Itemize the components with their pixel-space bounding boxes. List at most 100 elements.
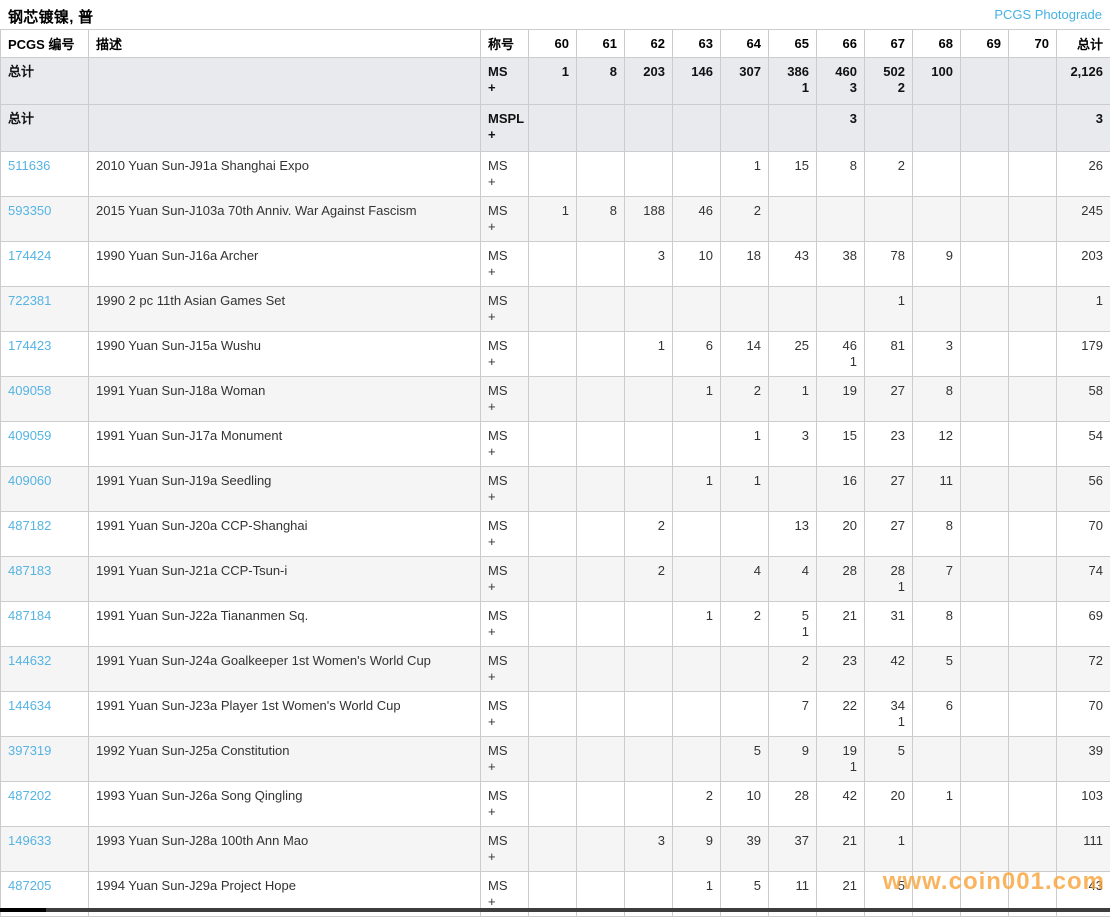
grade-count: 2 [680,788,713,804]
grade-count: 12 [920,428,953,444]
column-header-grade-60: 60 [529,30,577,58]
grade-count: 2 [632,518,665,534]
grade-67-cell: 27 [865,512,913,557]
description-cell: 1992 Yuan Sun-J25a Constitution [89,737,481,782]
grade-70-cell [1009,602,1057,647]
pcgs-id-link[interactable]: 409059 [8,428,51,443]
grade-count: 27 [872,518,905,534]
pcgs-id-link[interactable]: 174424 [8,248,51,263]
grade-count: 39 [728,833,761,849]
grade-count: 21 [824,878,857,894]
grade-count: 386 [776,64,809,80]
pcgs-id-cell: 487182 [1,512,89,557]
pcgs-id-link[interactable]: 487182 [8,518,51,533]
pcgs-id-link[interactable]: 487202 [8,788,51,803]
grade-count: 3 [824,80,857,96]
grade-65-cell: 7 [769,692,817,737]
grade-count: 203 [632,64,665,80]
grade-68-cell: 6 [913,692,961,737]
grade-count: 1 [824,354,857,370]
grade-61-cell [577,287,625,332]
grade-61-cell: 8 [577,58,625,105]
pcgs-id-link[interactable]: 409058 [8,383,51,398]
designation-line: MS [488,563,521,579]
grade-60-cell [529,647,577,692]
grade-count: 27 [872,383,905,399]
grade-66-cell: 28 [817,557,865,602]
designation-line: MSPL [488,111,521,127]
grade-60-cell [529,467,577,512]
grade-68-cell: 8 [913,602,961,647]
grade-60-cell [529,737,577,782]
pcgs-id-link[interactable]: 487205 [8,878,51,893]
pcgs-id-link[interactable]: 397319 [8,743,51,758]
pcgs-id-link[interactable]: 487183 [8,563,51,578]
grade-67-cell [865,197,913,242]
grade-69-cell [961,737,1009,782]
grade-count: 81 [872,338,905,354]
pcgs-id-link[interactable]: 144634 [8,698,51,713]
grade-66-cell: 21 [817,602,865,647]
grade-63-cell [673,512,721,557]
grade-69-cell [961,58,1009,105]
pcgs-id-link[interactable]: 722381 [8,293,51,308]
pcgs-id-link[interactable]: 409060 [8,473,51,488]
designation-cell: MS+ [481,827,529,872]
grade-70-cell [1009,152,1057,197]
column-header-grade-65: 65 [769,30,817,58]
grade-60-cell [529,152,577,197]
grade-count: 1 [872,714,905,730]
grade-count: 1 [536,203,569,219]
grade-64-cell: 5 [721,737,769,782]
pcgs-id-link[interactable]: 593350 [8,203,51,218]
grade-63-cell: 46 [673,197,721,242]
column-header-grade-68: 68 [913,30,961,58]
pcgs-photograde-link[interactable]: PCGS Photograde [994,6,1102,23]
grade-62-cell [625,737,673,782]
pcgs-id-cell: 409059 [1,422,89,467]
grade-count: 13 [776,518,809,534]
pcgs-id-link[interactable]: 174423 [8,338,51,353]
pcgs-id-cell: 174423 [1,332,89,377]
grade-count: 8 [920,383,953,399]
grade-69-cell [961,242,1009,287]
grade-67-cell: 31 [865,602,913,647]
grade-69-cell [961,512,1009,557]
grade-count: 1 [632,338,665,354]
grade-66-cell [817,197,865,242]
horizontal-scrollbar[interactable] [0,908,1110,912]
row-total-cell: 245 [1057,197,1110,242]
description-cell: 1991 Yuan Sun-J17a Monument [89,422,481,467]
grade-68-cell: 100 [913,58,961,105]
designation-line: MS [488,608,521,624]
grade-61-cell [577,827,625,872]
grade-count: 2 [728,383,761,399]
grade-count: 8 [584,64,617,80]
pcgs-id-cell: 487202 [1,782,89,827]
grade-63-cell: 1 [673,377,721,422]
grade-62-cell [625,422,673,467]
grade-count: 38 [824,248,857,264]
grade-count: 188 [632,203,665,219]
scrollbar-thumb[interactable] [0,908,46,912]
pcgs-id-link[interactable]: 511636 [8,158,50,173]
pcgs-id-cell: 593350 [1,197,89,242]
grade-count: 46 [680,203,713,219]
grade-63-cell: 10 [673,242,721,287]
grade-64-cell: 39 [721,827,769,872]
grade-count: 2 [872,80,905,96]
pcgs-id-link[interactable]: 149633 [8,833,51,848]
grade-61-cell [577,152,625,197]
designation-cell: MS+ [481,647,529,692]
pcgs-id-link[interactable]: 144632 [8,653,51,668]
grade-count: 19 [824,743,857,759]
pcgs-id-link[interactable]: 487184 [8,608,51,623]
grade-70-cell [1009,647,1057,692]
